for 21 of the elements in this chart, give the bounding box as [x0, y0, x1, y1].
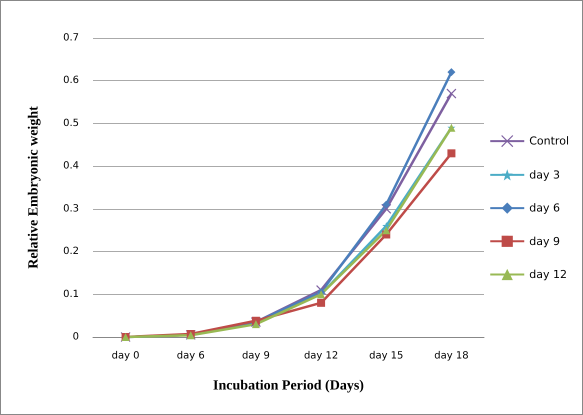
- x-tick-label: day 18: [434, 350, 469, 362]
- legend-label: day 3: [529, 168, 560, 182]
- y-tick-label: 0.3: [63, 203, 79, 214]
- x-tick-label: day 12: [304, 350, 338, 362]
- y-axis-title: Relative Embryonic weight: [26, 106, 42, 269]
- y-tick-label: 0: [72, 332, 79, 342]
- x-axis-title: Incubation Period (Days): [213, 378, 364, 394]
- y-tick-label: 0.2: [63, 246, 79, 258]
- y-tick-label: 0.5: [63, 118, 79, 129]
- x-tick-label: day 9: [242, 350, 270, 362]
- x-tick-label: day 6: [176, 350, 205, 362]
- y-tick-label: 0.1: [63, 288, 79, 300]
- legend-label: day 9: [529, 234, 560, 248]
- legend-label: day 12: [529, 268, 567, 281]
- y-tick-label: 0.7: [63, 32, 79, 44]
- y-tick-label: 0.6: [63, 75, 79, 86]
- x-tick-label: day 0: [112, 350, 140, 362]
- legend-label: day 6: [529, 202, 560, 215]
- y-tick-label: 0.4: [63, 160, 79, 172]
- x-tick-label: day 15: [369, 350, 404, 362]
- legend-label: Control: [529, 134, 570, 148]
